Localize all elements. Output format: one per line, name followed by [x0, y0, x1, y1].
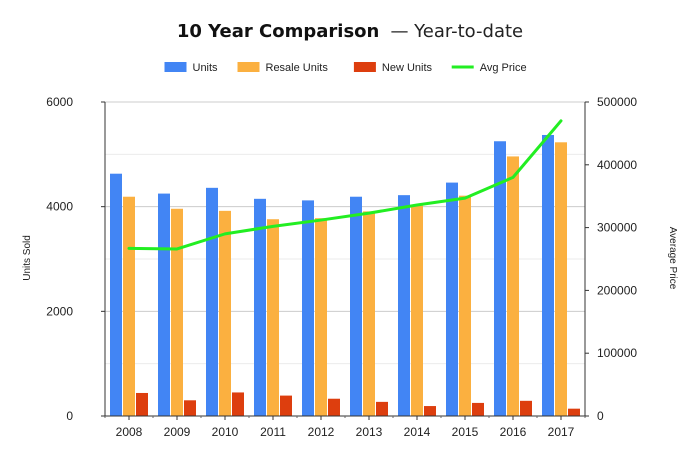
line-series-group [127, 119, 563, 251]
line-avg-price [127, 119, 563, 251]
y2-axis-title: Average Price [667, 227, 678, 290]
bar-resale-units-2017 [555, 142, 567, 416]
bar-resale-units-2008 [123, 196, 135, 416]
bar-new-units-2017 [568, 408, 580, 416]
bar-resale-units-2009 [171, 208, 183, 416]
bar-units-2016 [494, 141, 506, 416]
bar-units-2009 [158, 193, 170, 416]
x-tick-label: 2014 [404, 425, 431, 439]
legend-swatch [164, 62, 187, 72]
axes: 2008 2009 2010 2011 2012 2013 2014 2015 2016 2017… [46, 95, 637, 439]
bar-units-2010 [206, 187, 218, 416]
bar-new-units-2016 [520, 400, 532, 416]
y-tick-label: 6000 [46, 95, 73, 109]
chart-subtitle: — Year-to-date [390, 21, 523, 42]
bar-units-2008 [110, 173, 122, 416]
bar-new-units-2015 [472, 402, 484, 416]
bar-new-units-2008 [136, 392, 148, 416]
y2-tick-label: 200000 [597, 283, 637, 297]
bar-resale-units-2013 [363, 211, 375, 416]
legend-swatch [353, 62, 376, 72]
bar-resale-units-2010 [219, 210, 231, 416]
bar-resale-units-2014 [411, 205, 423, 416]
y2-tick-label: 500000 [597, 95, 637, 109]
bar-new-units-2011 [280, 395, 292, 416]
bar-new-units-2010 [232, 392, 244, 416]
chart-title-line: 10 Year Comparison — Year-to-date [177, 21, 523, 42]
bar-series-group [110, 134, 580, 416]
bar-units-2012 [302, 200, 314, 416]
y-tick-label: 2000 [46, 304, 73, 318]
x-tick-label: 2013 [356, 425, 383, 439]
legend-swatch [237, 62, 260, 72]
x-tick-label: 2008 [116, 425, 143, 439]
bar-resale-units-2015 [459, 195, 471, 416]
legend-item-resale-units[interactable]: Resale Units [237, 62, 329, 74]
legend-item-units[interactable]: Units [164, 62, 219, 74]
bar-new-units-2014 [424, 406, 436, 416]
x-tick-label: 2011 [260, 425, 286, 439]
y2-tick-label: 300000 [597, 221, 637, 235]
bar-new-units-2013 [376, 401, 388, 416]
legend-label: Resale Units [266, 62, 329, 74]
bar-units-2013 [350, 196, 362, 416]
bar-units-2011 [254, 198, 266, 416]
bar-resale-units-2012 [315, 218, 327, 416]
x-tick-label: 2012 [308, 425, 335, 439]
bar-resale-units-2011 [267, 219, 279, 416]
bar-units-2015 [446, 182, 458, 416]
legend-label: New Units [382, 62, 433, 74]
y2-tick-label: 0 [597, 409, 604, 423]
y2-tick-label: 400000 [597, 158, 637, 172]
bar-units-2017 [542, 134, 554, 416]
y-tick-label: 0 [66, 409, 73, 423]
x-tick-label: 2016 [500, 425, 527, 439]
y2-tick-label: 100000 [597, 346, 637, 360]
y-axis-title: Units Sold [22, 235, 33, 281]
bar-units-2014 [398, 195, 410, 416]
legend-label: Units [193, 62, 219, 74]
bar-new-units-2009 [184, 400, 196, 416]
x-tick-label: 2009 [164, 425, 191, 439]
chart-title: 10 Year Comparison [177, 21, 380, 42]
legend: Units Resale Units New Units Avg Price [164, 62, 527, 74]
x-tick-label: 2015 [452, 425, 479, 439]
x-tick-label: 2017 [548, 425, 575, 439]
legend-item-avg-price[interactable]: Avg Price [451, 62, 527, 74]
y-tick-label: 4000 [46, 200, 73, 214]
legend-item-new-units[interactable]: New Units [353, 62, 433, 74]
x-tick-label: 2010 [212, 425, 239, 439]
legend-label: Avg Price [480, 62, 527, 74]
bar-new-units-2012 [328, 398, 340, 416]
bar-resale-units-2016 [507, 156, 519, 416]
